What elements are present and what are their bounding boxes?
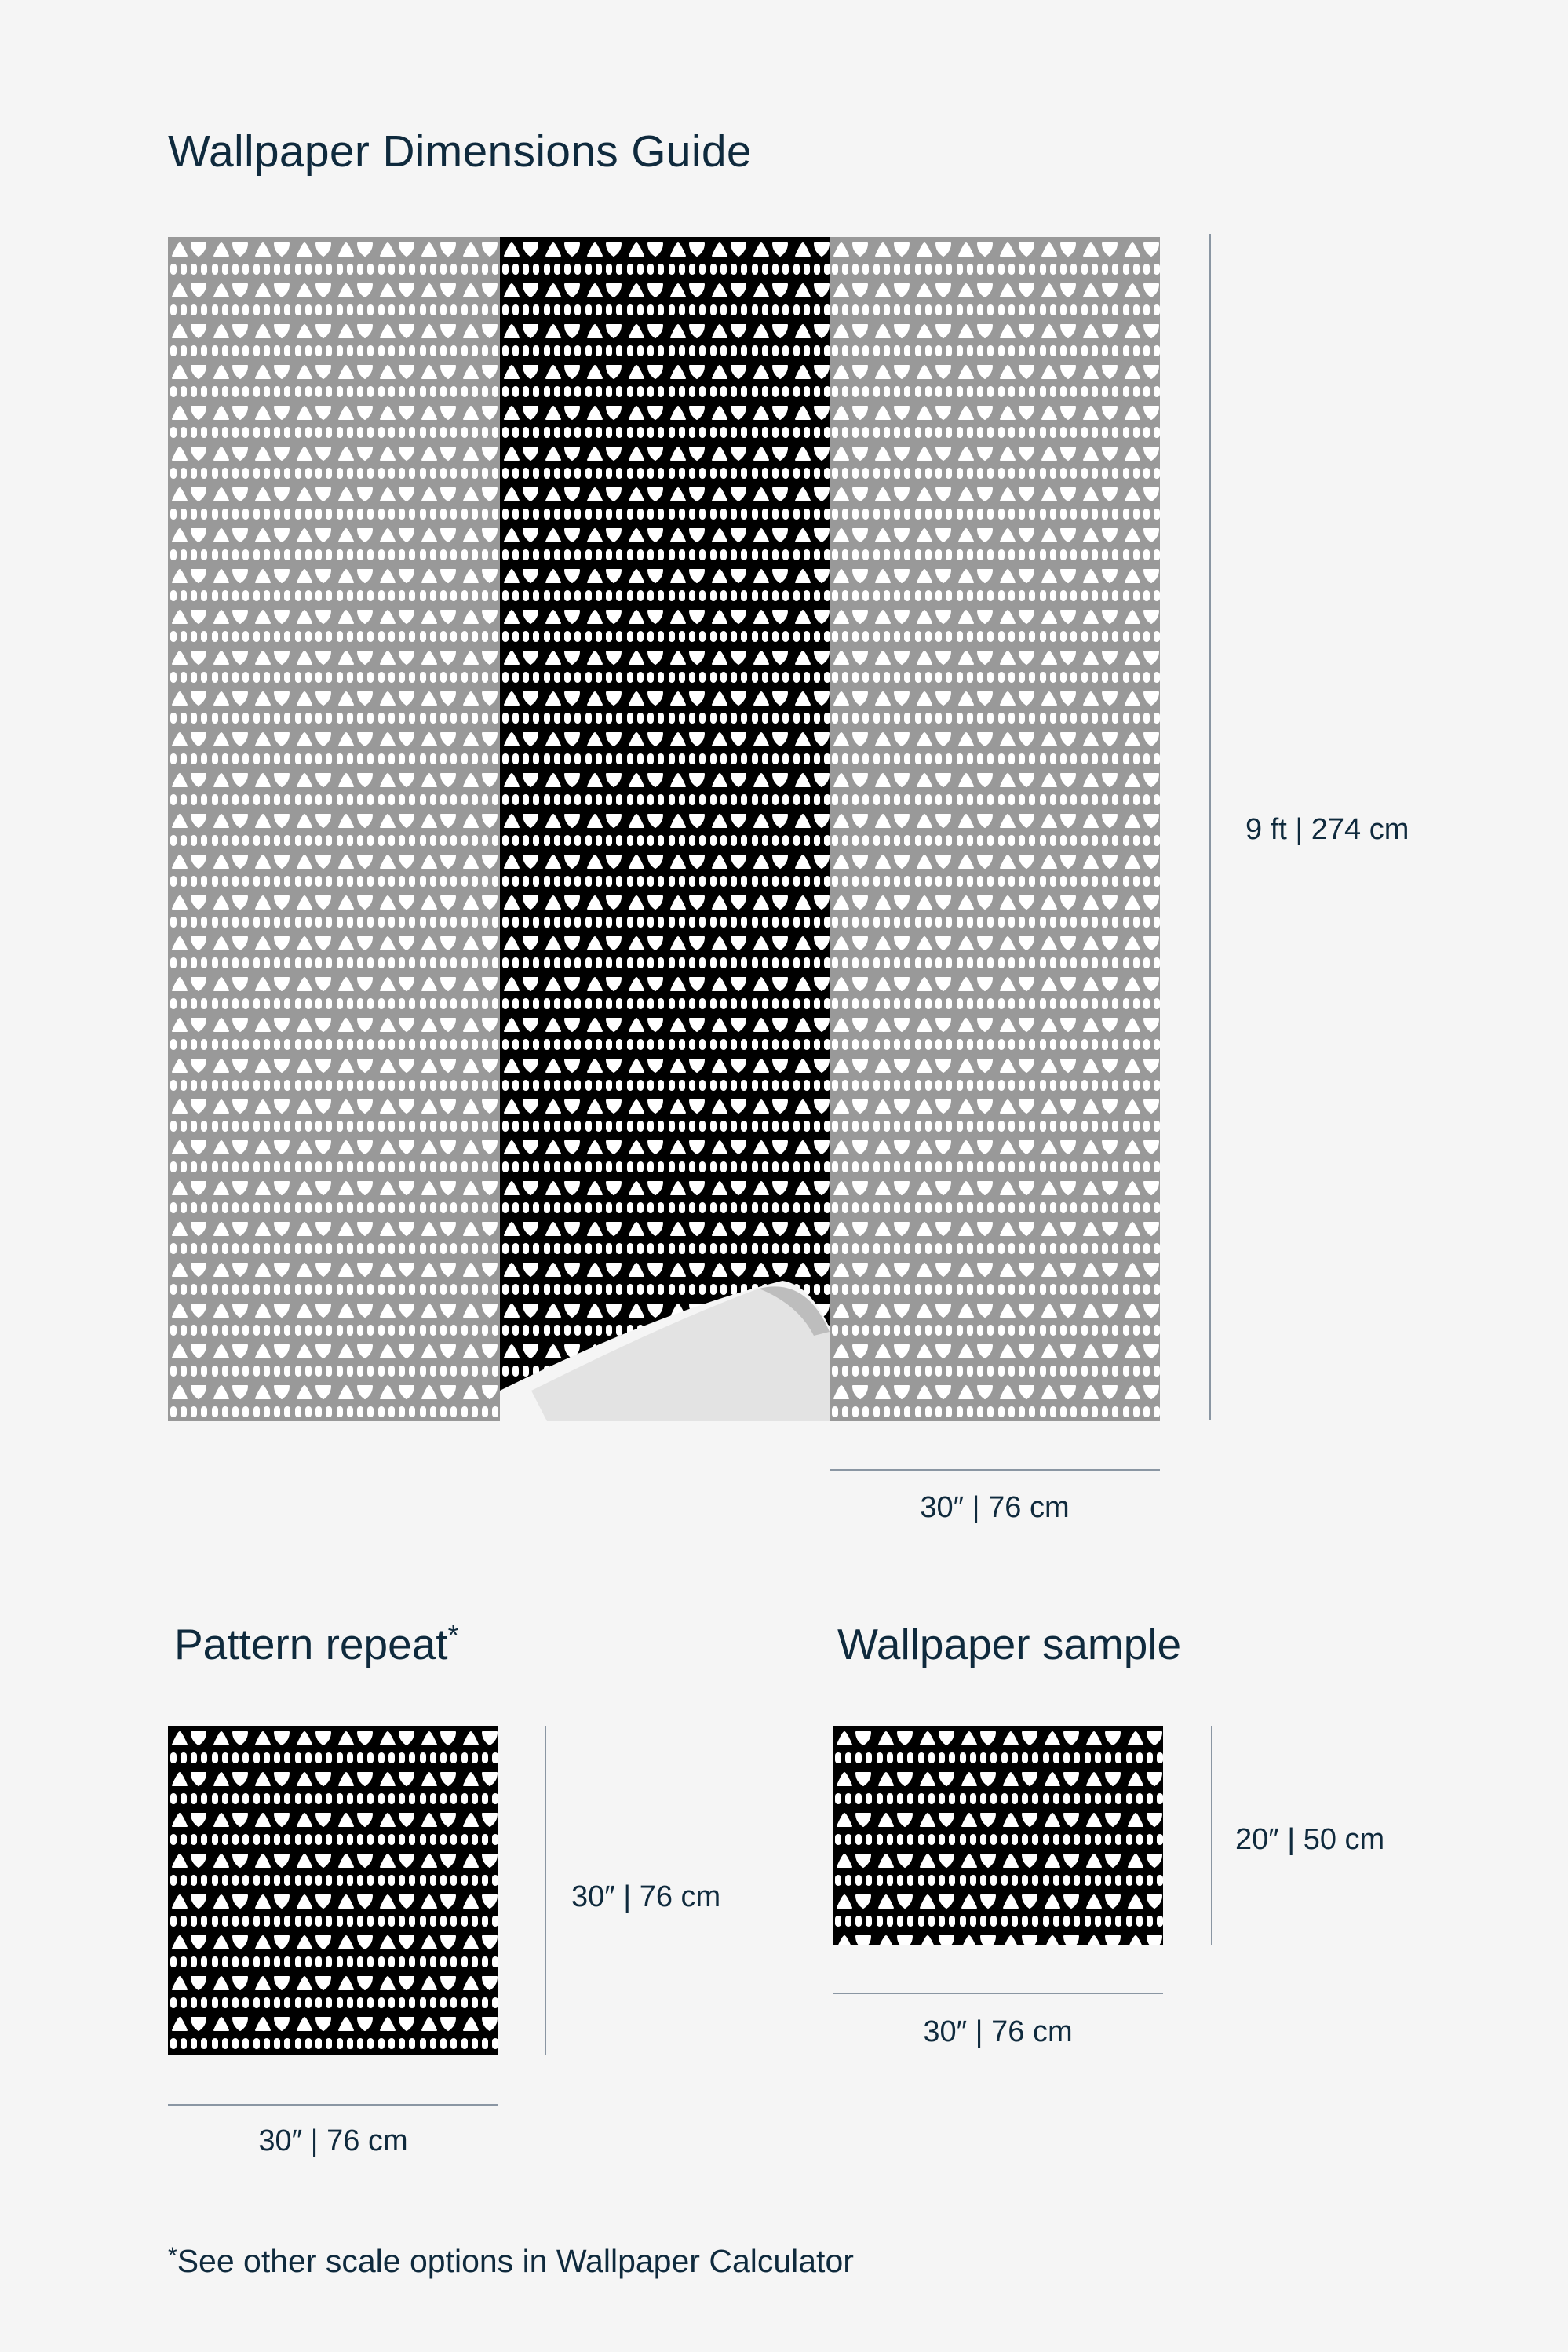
repeat-height-line <box>545 1726 546 2055</box>
repeat-height-label: 30″ | 76 cm <box>571 1880 721 1913</box>
sample-width-label: 30″ | 76 cm <box>923 2015 1073 2048</box>
page-title: Wallpaper Dimensions Guide <box>168 126 752 177</box>
pattern-repeat-heading: Pattern repeat* <box>174 1619 459 1669</box>
footnote: *See other scale options in Wallpaper Ca… <box>168 2243 854 2280</box>
asterisk: * <box>447 1619 459 1651</box>
main-height-label: 9 ft | 274 cm <box>1245 813 1409 846</box>
main-width-label: 30″ | 76 cm <box>920 1491 1070 1524</box>
wallpaper-panel-left <box>168 237 500 1421</box>
wallpaper-panel-center <box>500 237 830 1421</box>
sample-width-line <box>833 1993 1163 1994</box>
repeat-width-line <box>168 2104 498 2106</box>
sample-heading: Wallpaper sample <box>837 1620 1182 1668</box>
sample-height-label: 20″ | 50 cm <box>1235 1823 1385 1856</box>
width-dimension-line <box>830 1469 1160 1471</box>
wallpaper-panel-right <box>830 237 1160 1421</box>
sample-swatch <box>833 1726 1163 1945</box>
pattern-repeat-heading-text: Pattern repeat <box>174 1620 448 1668</box>
sample-height-line <box>1211 1726 1212 1945</box>
footnote-text: See other scale options in Wallpaper Cal… <box>177 2243 854 2279</box>
pattern-repeat-swatch <box>168 1726 498 2055</box>
footnote-asterisk: * <box>168 2243 177 2269</box>
repeat-width-label: 30″ | 76 cm <box>258 2124 408 2157</box>
height-dimension-line <box>1209 234 1211 1420</box>
